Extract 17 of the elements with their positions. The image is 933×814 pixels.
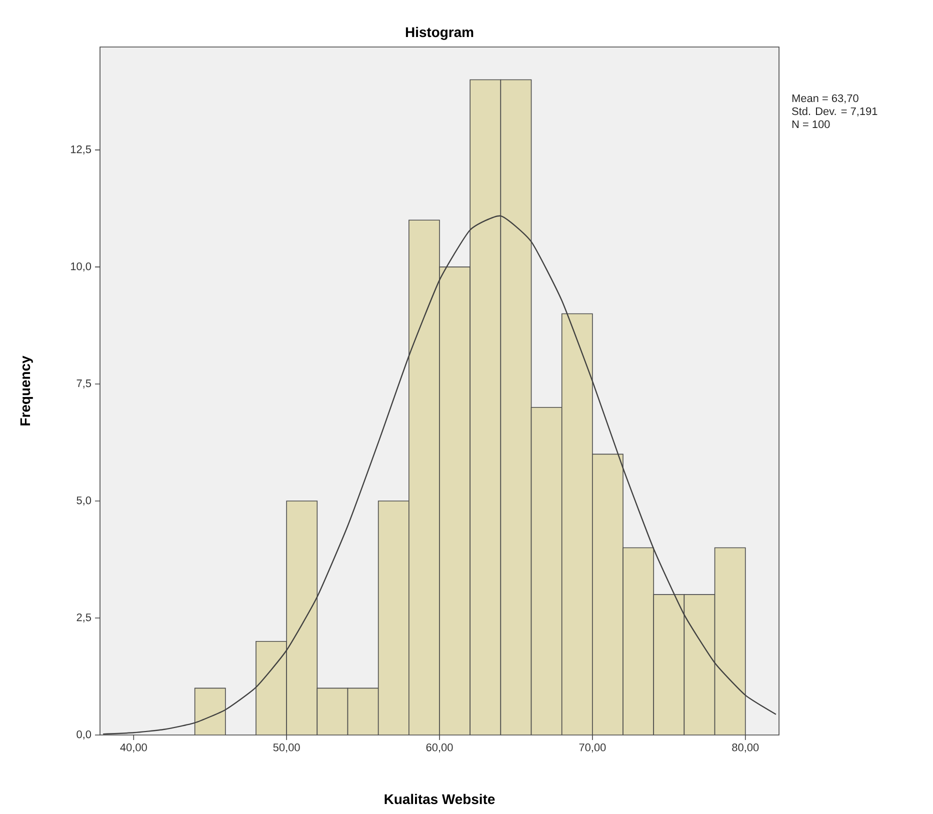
y-axis-title: Frequency: [20, 356, 33, 426]
y-tick-label: 7,5: [76, 380, 92, 388]
x-tick-label: 50,00: [273, 744, 300, 753]
y-tick-label: 2,5: [76, 613, 92, 623]
y-tick-label: 12,5: [70, 145, 92, 154]
x-tick-label: 70,00: [579, 744, 606, 753]
x-tick-label: 60,00: [426, 744, 453, 753]
y-tick-label: 0,0: [76, 730, 92, 740]
x-tick-label: 40,00: [120, 744, 147, 753]
text: Mean = 63,70: [792, 94, 858, 104]
chart-title: Histogram: [406, 26, 474, 40]
y-tick-label: 10,0: [70, 262, 92, 272]
x-axis-title: Kualitas Website: [384, 794, 495, 804]
y-tick-label: 5,0: [76, 496, 92, 506]
x-tick-label: 80,00: [732, 744, 759, 753]
text: Std. Dev. = 7,191: [792, 107, 878, 116]
text: N = 100: [792, 120, 830, 128]
